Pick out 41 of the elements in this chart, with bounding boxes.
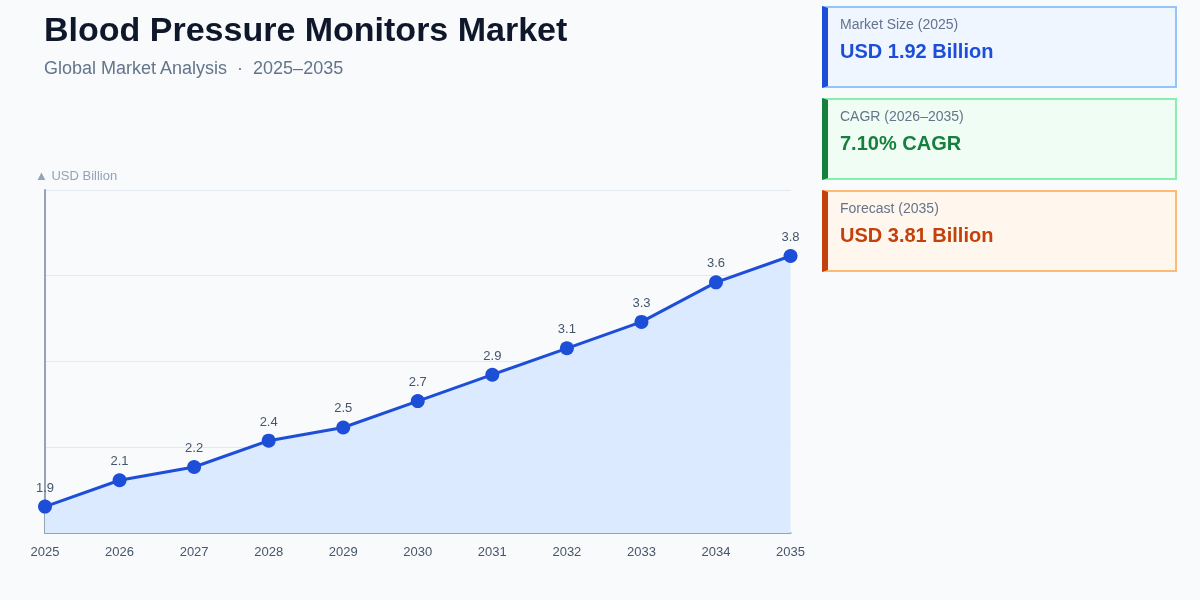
- point: [261, 433, 276, 448]
- x-tick-label: 2029: [328, 544, 358, 559]
- text: 7.10% CAGR: [840, 132, 963, 155]
- x-tick-label: 2026: [105, 544, 135, 559]
- data-label: 3.1: [557, 321, 576, 337]
- data-label: 3.3: [632, 294, 651, 310]
- text: Market Size (2025): [840, 16, 960, 32]
- point: [38, 499, 52, 514]
- point: [485, 367, 500, 382]
- point: [783, 248, 798, 263]
- y-axis-title: ▲ USD Billion: [35, 168, 118, 183]
- point: [709, 275, 723, 290]
- x-tick-label: 2034: [701, 544, 731, 559]
- data-label: 3.6: [706, 255, 726, 271]
- chart-title: Blood Pressure Monitors Market: [44, 10, 568, 49]
- point: [336, 420, 351, 435]
- data-label: 2.1: [110, 453, 129, 469]
- x-tick-label: 2025: [30, 544, 60, 559]
- chart-subtitle: Global Market Analysis · 2025–2035: [44, 58, 344, 79]
- data-label: 2.9: [483, 347, 502, 363]
- x-tick-label: 2033: [626, 544, 656, 559]
- data-label: 2.2: [185, 440, 204, 456]
- point: [410, 394, 425, 409]
- x-tick-label: 2032: [552, 544, 582, 559]
- data-label: 2.5: [334, 400, 353, 416]
- text: USD 3.81 Billion: [840, 224, 995, 247]
- point: [634, 314, 649, 329]
- data-label: 2.7: [408, 374, 427, 390]
- data-label: 3.8: [781, 228, 800, 244]
- x-tick-label: 2030: [403, 544, 433, 559]
- text: CAGR (2026–2035): [840, 108, 965, 124]
- point: [112, 473, 127, 488]
- x-tick-label: 2035: [776, 544, 805, 559]
- text: Forecast (2035): [840, 200, 940, 216]
- point: [187, 460, 202, 475]
- text: USD 1.92 Billion: [840, 40, 995, 63]
- data-label: 2.4: [259, 413, 278, 429]
- point: [559, 341, 574, 356]
- x-tick-label: 2028: [254, 544, 284, 559]
- x-tick-label: 2027: [179, 544, 209, 559]
- x-tick-label: 2031: [477, 544, 507, 559]
